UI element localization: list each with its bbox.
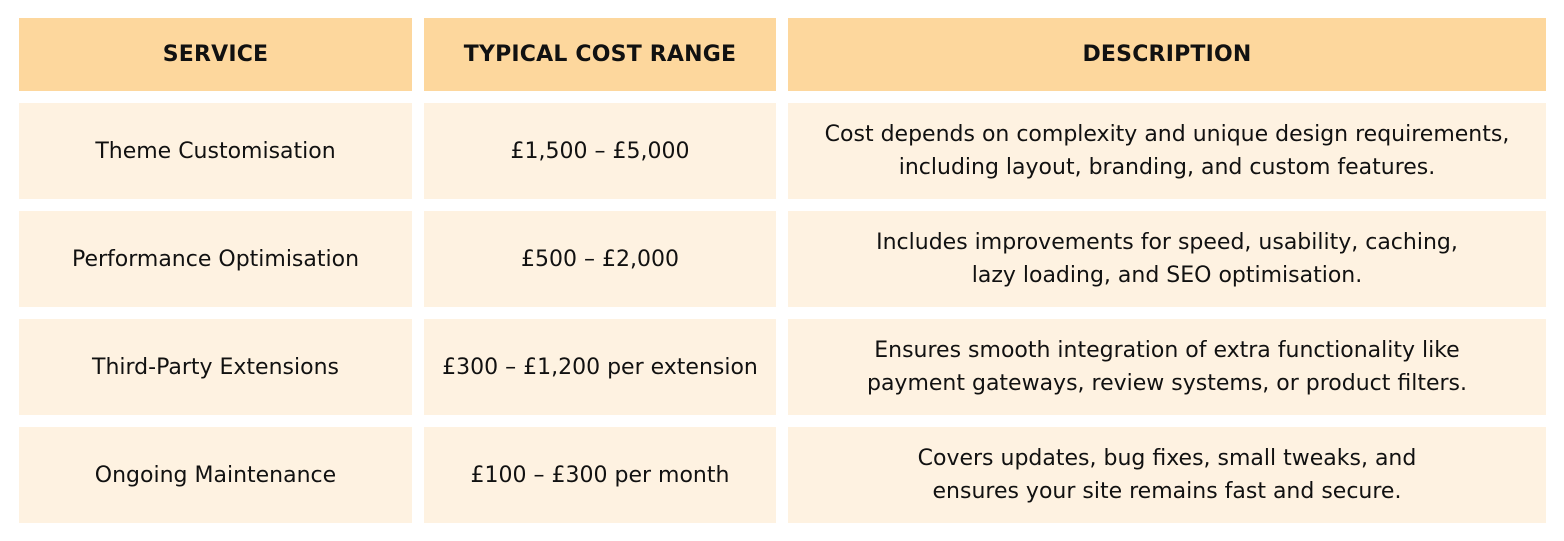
header-description: DESCRIPTION [788, 18, 1546, 91]
row-1-description: Cost depends on complexity and unique de… [788, 103, 1546, 199]
header-cost-range: TYPICAL COST RANGE [424, 18, 776, 91]
row-3-cost: £300 – £1,200 per extension [424, 319, 776, 415]
row-3-service: Third-Party Extensions [19, 319, 412, 415]
row-1-cost: £1,500 – £5,000 [424, 103, 776, 199]
cost-table: SERVICE TYPICAL COST RANGE DESCRIPTION T… [19, 18, 1546, 523]
row-3-description: Ensures smooth integration of extra func… [788, 319, 1546, 415]
row-4-cost: £100 – £300 per month [424, 427, 776, 523]
row-2-cost: £500 – £2,000 [424, 211, 776, 307]
row-4-service: Ongoing Maintenance [19, 427, 412, 523]
header-service: SERVICE [19, 18, 412, 91]
row-1-service: Theme Customisation [19, 103, 412, 199]
row-2-service: Performance Optimisation [19, 211, 412, 307]
row-4-description: Covers updates, bug fixes, small tweaks,… [788, 427, 1546, 523]
row-2-description: Includes improvements for speed, usabili… [788, 211, 1546, 307]
